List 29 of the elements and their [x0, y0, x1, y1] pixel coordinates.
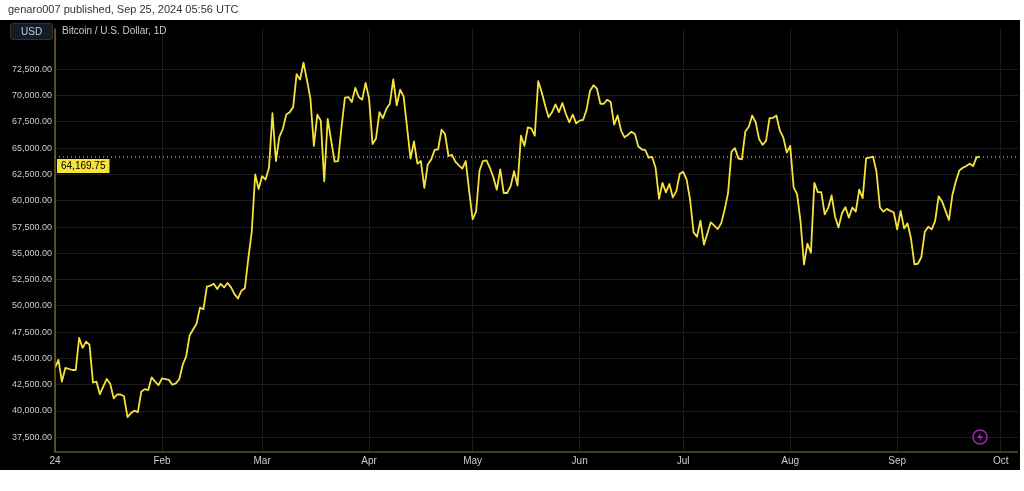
y-tick-label: 62,500.00 — [11, 168, 52, 179]
x-tick-label: Aug — [781, 454, 800, 466]
x-tick-label: Feb — [153, 454, 172, 466]
y-tick-label: 40,000.00 — [11, 405, 52, 416]
y-tick-label: 70,000.00 — [11, 90, 52, 101]
y-tick-label: 60,000.00 — [11, 195, 52, 206]
x-tick-label: Oct — [992, 454, 1009, 466]
y-tick-label: 55,000.00 — [11, 247, 52, 258]
y-tick-label: 72,500.00 — [11, 63, 52, 74]
x-tick-label: Sep — [888, 454, 907, 466]
y-tick-label: 65,000.00 — [11, 142, 52, 153]
y-tick-label: 52,500.00 — [11, 274, 52, 285]
x-tick-label: Jun — [571, 454, 588, 466]
y-tick-label: 47,500.00 — [11, 326, 52, 337]
y-tick-label: 67,500.00 — [11, 116, 52, 127]
x-tick-label: 24 — [49, 454, 61, 466]
chart-title: Bitcoin / U.S. Dollar, 1D — [62, 25, 167, 36]
y-tick-label: 37,500.00 — [11, 431, 52, 442]
y-tick-label: 42,500.00 — [11, 379, 52, 390]
y-tick-label: 45,000.00 — [11, 352, 52, 363]
x-tick-label: Mar — [253, 454, 272, 466]
y-tick-label: 57,500.00 — [11, 221, 52, 232]
x-tick-label: May — [463, 454, 483, 466]
chart-subtitle: genaro007 published, Sep 25, 2024 05:56 UTC — [8, 3, 239, 15]
x-tick-label: Jul — [676, 454, 690, 466]
y-tick-label: 50,000.00 — [11, 300, 52, 311]
ref-line-label: 64,169.75 — [61, 159, 106, 171]
x-tick-label: Apr — [361, 454, 378, 466]
text: USD — [10, 23, 54, 40]
